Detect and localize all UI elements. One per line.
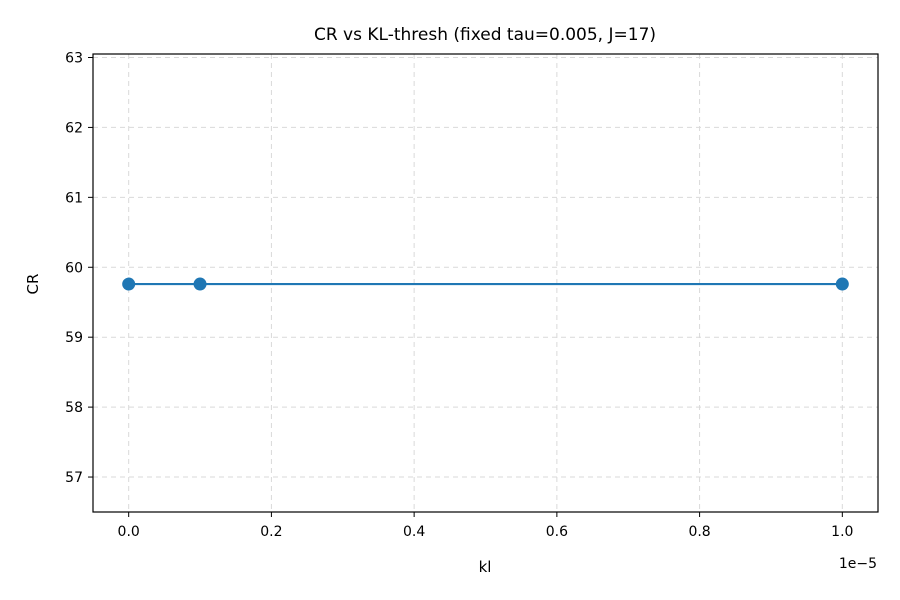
x-tick-label: 0.4	[403, 524, 425, 540]
y-tick-label: 61	[65, 190, 83, 206]
x-axis-ticks: 0.0 0.2 0.4 0.6 0.8 1.0	[118, 512, 853, 540]
plot-frame	[92, 53, 879, 513]
y-axis-label: CR	[24, 274, 42, 295]
x-tick-label: 0.2	[260, 524, 282, 540]
chart-title: CR vs KL-thresh (fixed tau=0.005, J=17)	[314, 25, 656, 45]
x-tick-label: 1.0	[831, 524, 853, 540]
data-point	[122, 277, 136, 291]
y-tick-label: 58	[65, 400, 83, 416]
x-tick-label: 0.8	[688, 524, 710, 540]
y-tick-label: 62	[65, 120, 83, 136]
data-point	[193, 277, 207, 291]
x-tick-label: 0.0	[118, 524, 140, 540]
y-axis-ticks: 57 58 59 60 61 62 63	[65, 50, 93, 486]
y-tick-label: 59	[65, 330, 83, 346]
x-axis-label: kl	[479, 558, 492, 576]
x-offset-text: 1e−5	[839, 556, 877, 572]
data-point	[835, 277, 849, 291]
series-layer	[122, 277, 849, 291]
x-tick-label: 0.6	[546, 524, 568, 540]
y-tick-label: 57	[65, 470, 83, 486]
y-tick-label: 63	[65, 50, 83, 66]
y-tick-label: 60	[65, 260, 83, 276]
